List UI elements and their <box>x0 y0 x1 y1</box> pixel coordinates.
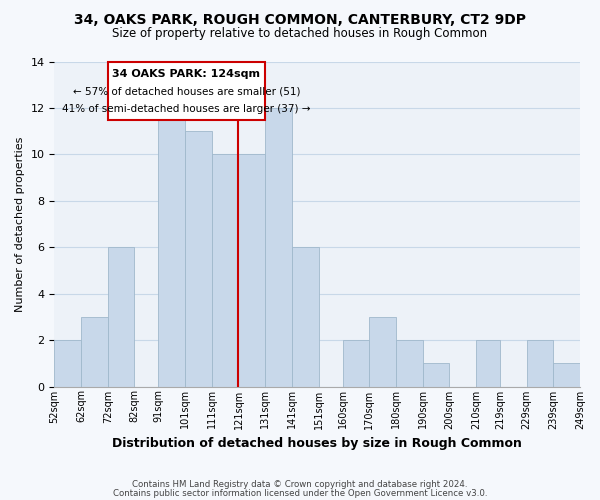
Text: ← 57% of detached houses are smaller (51): ← 57% of detached houses are smaller (51… <box>73 86 300 97</box>
Bar <box>185 131 212 386</box>
Bar <box>396 340 422 386</box>
Y-axis label: Number of detached properties: Number of detached properties <box>15 136 25 312</box>
FancyBboxPatch shape <box>108 62 265 120</box>
Bar <box>553 364 580 386</box>
Text: 34 OAKS PARK: 124sqm: 34 OAKS PARK: 124sqm <box>112 70 260 80</box>
Bar <box>292 247 319 386</box>
Text: 34, OAKS PARK, ROUGH COMMON, CANTERBURY, CT2 9DP: 34, OAKS PARK, ROUGH COMMON, CANTERBURY,… <box>74 12 526 26</box>
Bar <box>369 317 396 386</box>
X-axis label: Distribution of detached houses by size in Rough Common: Distribution of detached houses by size … <box>112 437 522 450</box>
Bar <box>476 340 500 386</box>
Text: Contains HM Land Registry data © Crown copyright and database right 2024.: Contains HM Land Registry data © Crown c… <box>132 480 468 489</box>
Text: Contains public sector information licensed under the Open Government Licence v3: Contains public sector information licen… <box>113 489 487 498</box>
Text: 41% of semi-detached houses are larger (37) →: 41% of semi-detached houses are larger (… <box>62 104 311 114</box>
Bar <box>55 340 81 386</box>
Bar <box>265 108 292 386</box>
Bar <box>527 340 553 386</box>
Bar <box>108 247 134 386</box>
Bar <box>81 317 108 386</box>
Bar <box>422 364 449 386</box>
Bar <box>238 154 265 386</box>
Bar <box>158 108 185 386</box>
Bar <box>343 340 369 386</box>
Text: Size of property relative to detached houses in Rough Common: Size of property relative to detached ho… <box>112 28 488 40</box>
Bar <box>212 154 238 386</box>
